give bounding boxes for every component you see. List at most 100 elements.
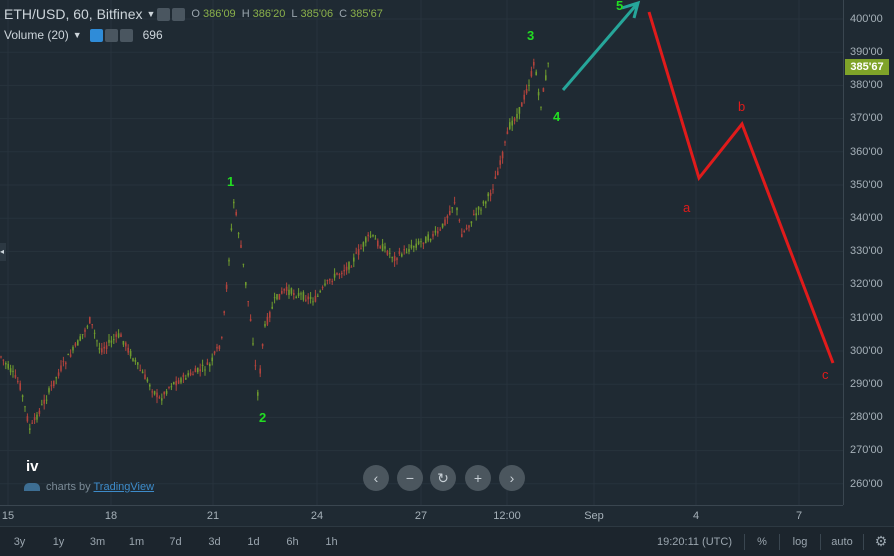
candle-body — [19, 383, 21, 390]
ohlc-open-key: O — [191, 8, 200, 20]
candle-body — [497, 171, 499, 176]
candle-body — [360, 248, 362, 250]
candle-body — [245, 282, 247, 286]
candle-body — [105, 345, 108, 349]
candle-body — [437, 231, 439, 234]
gear-icon[interactable]: ⚙ — [874, 533, 888, 549]
candle-body — [338, 274, 341, 276]
timeframe-6h[interactable]: 6h — [286, 535, 299, 548]
candle-body — [348, 261, 350, 270]
candle-body — [384, 246, 386, 249]
percent-toggle[interactable]: % — [757, 535, 767, 548]
candle-body — [254, 365, 257, 367]
chevron-down-icon[interactable]: ▼ — [72, 30, 82, 40]
reset-chart-button[interactable]: ↻ — [430, 465, 456, 491]
candle-body — [50, 384, 53, 387]
candle-body — [463, 230, 465, 232]
candle-body — [281, 291, 283, 294]
tradingview-watermark[interactable]: charts by TradingView — [24, 481, 154, 493]
timeframe-3m[interactable]: 3m — [89, 535, 106, 548]
timeframe-3y[interactable]: 3y — [13, 535, 26, 548]
gear-icon[interactable] — [104, 28, 118, 42]
candle-body — [93, 332, 96, 334]
ohlc-low-value: 385'06 — [300, 8, 334, 20]
candle-body — [341, 272, 343, 275]
candle-body — [48, 388, 50, 393]
price-tick: 260'00 — [850, 478, 883, 490]
time-axis[interactable] — [0, 505, 843, 527]
volume-label[interactable]: Volume (20) — [4, 28, 69, 42]
collapse-arrow-icon[interactable]: ◂ — [0, 243, 6, 261]
symbol-legend[interactable]: ETH/USD, 60, Bitfinex ▼ O 386'09 H 386'20 … — [4, 6, 383, 22]
timeframe-1m[interactable]: 1m — [128, 535, 145, 548]
candle-body — [547, 62, 549, 64]
candle-body — [137, 362, 139, 365]
price-tick: 340'00 — [850, 212, 883, 224]
scroll-left-button[interactable]: ‹ — [363, 465, 389, 491]
eye-icon[interactable] — [157, 7, 171, 21]
price-tick: 390'00 — [850, 46, 883, 58]
candle-body — [386, 250, 389, 255]
bottom-toolbar: 3y 1y 3m 1m 7d 3d 1d 6h 1h 19:20:11 (UTC… — [0, 526, 894, 556]
candle-body — [542, 88, 545, 92]
candle-body — [372, 234, 374, 237]
candle-body — [110, 340, 113, 343]
candle-body — [297, 292, 300, 296]
tradingview-link[interactable]: TradingView — [93, 481, 155, 493]
candle-body — [449, 210, 451, 215]
candle-body — [38, 410, 41, 414]
auto-toggle[interactable]: auto — [831, 535, 853, 548]
candle-body — [417, 241, 420, 245]
chart-area[interactable] — [0, 0, 843, 505]
chevron-down-icon[interactable]: ▼ — [146, 9, 156, 19]
zoom-in-button[interactable]: + — [465, 465, 491, 491]
candle-body — [276, 294, 278, 300]
candle-body — [98, 348, 101, 350]
candle-body — [117, 333, 120, 338]
candle-body — [271, 306, 273, 309]
price-axis[interactable] — [843, 0, 894, 505]
candle-body — [259, 368, 261, 374]
timeframe-3d[interactable]: 3d — [208, 535, 221, 548]
gear-icon[interactable] — [172, 7, 186, 21]
candle-body — [177, 380, 180, 384]
candle-body — [525, 89, 528, 94]
candle-body — [252, 343, 254, 345]
candle-body — [141, 371, 144, 374]
candle-body — [285, 286, 288, 292]
candle-body — [122, 341, 125, 345]
candle-body — [206, 362, 209, 365]
eye-icon[interactable] — [89, 28, 103, 42]
candle-body — [307, 296, 309, 300]
timeframe-1h[interactable]: 1h — [325, 535, 338, 548]
candle-body — [324, 283, 326, 286]
zoom-out-button[interactable]: − — [397, 465, 423, 491]
timeframe-1y[interactable]: 1y — [52, 535, 65, 548]
time-tick: 18 — [104, 510, 118, 522]
candle-body — [89, 317, 91, 324]
candle-body — [405, 252, 408, 254]
candle-body — [242, 263, 245, 265]
candle-body — [535, 71, 537, 76]
candle-body — [108, 339, 110, 343]
scroll-right-button[interactable]: › — [499, 465, 525, 491]
candle-body — [487, 193, 489, 197]
divider — [863, 533, 864, 550]
candle-body — [489, 193, 492, 196]
utc-clock[interactable]: 19:20:11 (UTC) — [657, 535, 732, 548]
log-toggle[interactable]: log — [792, 535, 808, 548]
candle-body — [120, 334, 122, 337]
candle-body — [266, 316, 269, 325]
timeframe-1d[interactable]: 1d — [247, 535, 260, 548]
candle-body — [379, 246, 381, 249]
chart-symbol[interactable]: ETH/USD, 60, Bitfinex — [4, 6, 143, 22]
close-icon[interactable] — [119, 28, 133, 42]
price-chart[interactable] — [0, 0, 843, 505]
candle-body — [422, 242, 425, 245]
candle-body — [381, 243, 384, 252]
candle-body — [453, 202, 456, 204]
timeframe-7d[interactable]: 7d — [169, 535, 182, 548]
wave-label-2: 2 — [259, 410, 267, 425]
candle-body — [494, 176, 497, 179]
volume-legend[interactable]: Volume (20) ▼ 696 — [4, 28, 163, 42]
